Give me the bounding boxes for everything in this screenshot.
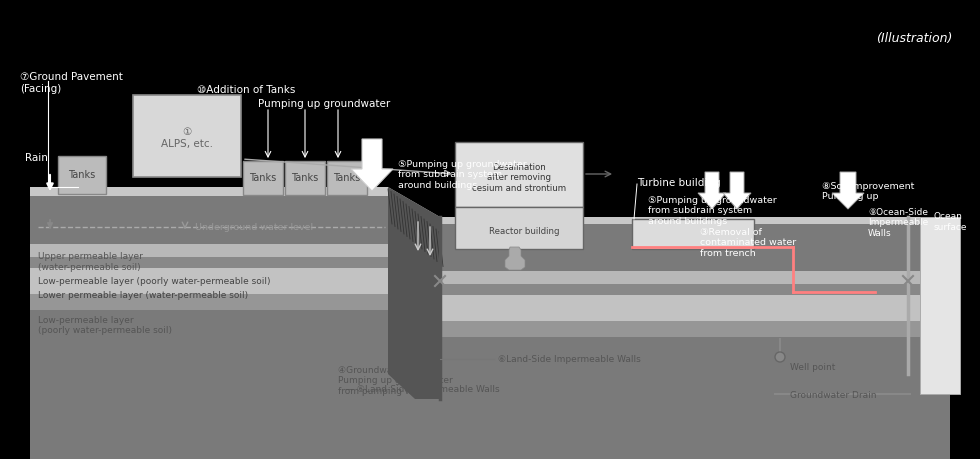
Polygon shape xyxy=(920,218,960,394)
FancyBboxPatch shape xyxy=(632,219,754,249)
Text: Low-permeable layer
(poorly water-permeable soil): Low-permeable layer (poorly water-permea… xyxy=(38,315,172,335)
Text: Groundwater Drain: Groundwater Drain xyxy=(790,391,876,400)
Text: ①
ALPS, etc.: ① ALPS, etc. xyxy=(161,127,213,148)
Text: — ⑥Land-Side Impermeable Walls: — ⑥Land-Side Impermeable Walls xyxy=(345,385,500,394)
Polygon shape xyxy=(698,173,726,210)
Text: Tanks: Tanks xyxy=(291,173,318,183)
Polygon shape xyxy=(30,294,950,337)
Text: Upper permeable layer
(water-permeable soil): Upper permeable layer (water-permeable s… xyxy=(38,252,143,271)
Text: Tanks: Tanks xyxy=(249,173,276,183)
Text: ⑨Ocean-Side
Impermeable
Walls: ⑨Ocean-Side Impermeable Walls xyxy=(868,207,928,237)
Text: ⑩Addition of Tanks: ⑩Addition of Tanks xyxy=(197,85,295,95)
Text: ⑦Ground Pavement
(Facing): ⑦Ground Pavement (Facing) xyxy=(20,72,122,93)
Text: Low-permeable layer (poorly water-permeable soil): Low-permeable layer (poorly water-permea… xyxy=(38,277,270,286)
Polygon shape xyxy=(723,173,751,210)
FancyBboxPatch shape xyxy=(327,162,367,196)
FancyBboxPatch shape xyxy=(455,207,583,249)
FancyBboxPatch shape xyxy=(455,143,583,207)
Polygon shape xyxy=(351,140,393,191)
Polygon shape xyxy=(388,188,440,399)
Text: Pumping up groundwater: Pumping up groundwater xyxy=(258,99,390,109)
Text: ⑥Land-Side Impermeable Walls: ⑥Land-Side Impermeable Walls xyxy=(498,355,641,364)
Polygon shape xyxy=(505,247,525,270)
FancyBboxPatch shape xyxy=(133,96,241,178)
Polygon shape xyxy=(30,269,950,321)
Text: Tanks: Tanks xyxy=(333,173,361,183)
FancyBboxPatch shape xyxy=(58,157,106,195)
Text: ⑤Pumping up groundwater
from subdrain system
around buildings: ⑤Pumping up groundwater from subdrain sy… xyxy=(398,160,527,190)
Polygon shape xyxy=(30,257,950,295)
Text: ⑤Pumping up groundwater
from subdrain system
around buildings: ⑤Pumping up groundwater from subdrain sy… xyxy=(648,196,777,225)
Text: (Illustration): (Illustration) xyxy=(875,31,952,45)
Text: Tanks: Tanks xyxy=(69,170,96,179)
Polygon shape xyxy=(30,245,950,285)
Polygon shape xyxy=(832,173,864,210)
Text: ④Groundwater Bypass
Pumping up groundwater
from pumping wells: ④Groundwater Bypass Pumping up groundwat… xyxy=(338,365,453,395)
Polygon shape xyxy=(30,196,950,459)
Text: Turbine building: Turbine building xyxy=(637,178,720,188)
Text: Lower permeable layer (water-permeable soil): Lower permeable layer (water-permeable s… xyxy=(38,291,248,300)
Polygon shape xyxy=(388,188,440,224)
Text: Underground water level: Underground water level xyxy=(195,223,314,232)
Circle shape xyxy=(775,352,785,362)
Text: Ocean
surface: Ocean surface xyxy=(934,212,967,231)
Text: ⑧Soil Improvement
Pumping up: ⑧Soil Improvement Pumping up xyxy=(822,182,914,201)
Polygon shape xyxy=(440,218,950,224)
Polygon shape xyxy=(30,188,388,196)
FancyBboxPatch shape xyxy=(285,162,325,196)
Text: Reactor building: Reactor building xyxy=(489,227,560,236)
Text: Rain: Rain xyxy=(24,153,47,162)
Text: Well point: Well point xyxy=(790,363,835,372)
Text: ③Removal of
contaminated water
from trench: ③Removal of contaminated water from tren… xyxy=(700,228,796,257)
FancyBboxPatch shape xyxy=(243,162,283,196)
Text: Desalination
after removing
cesium and strontium: Desalination after removing cesium and s… xyxy=(472,163,566,192)
